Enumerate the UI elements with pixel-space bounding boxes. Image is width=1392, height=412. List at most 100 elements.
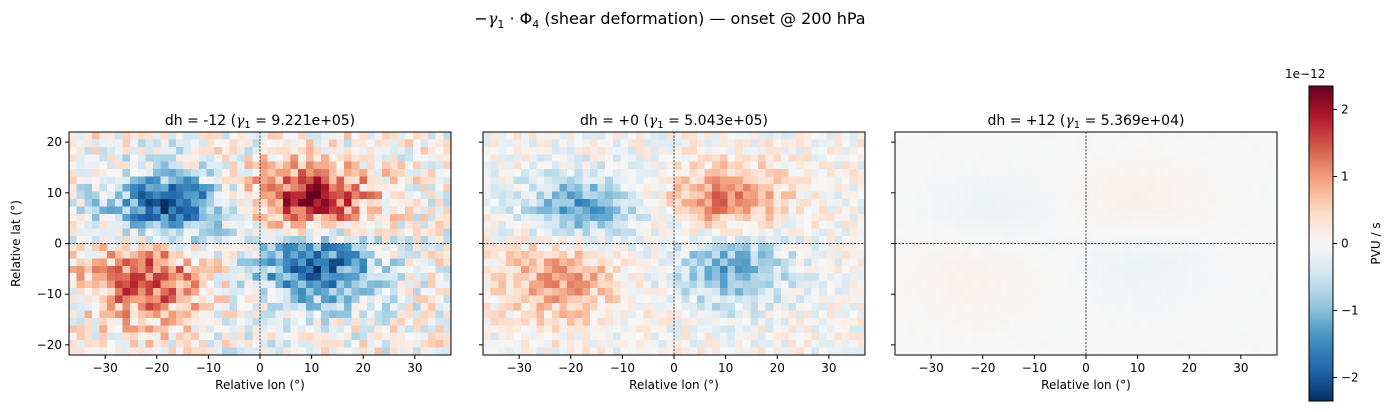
heatmap-cell — [895, 295, 904, 304]
heatmap-cell — [742, 236, 751, 245]
heatmap-cell — [773, 198, 782, 207]
heatmap-cell — [214, 273, 223, 282]
heatmap-cell — [635, 273, 645, 282]
heatmap-cell — [971, 213, 980, 222]
heatmap-cell — [160, 325, 169, 334]
heatmap-cell — [252, 154, 261, 163]
heatmap-cell — [902, 198, 911, 207]
heatmap-cell — [191, 250, 200, 259]
heatmap-cell — [666, 347, 675, 356]
heatmap-cell — [651, 236, 660, 245]
heatmap-cell — [1231, 139, 1240, 148]
heatmap-cell — [1063, 132, 1072, 141]
heatmap-cell — [107, 184, 116, 193]
heatmap-cell — [1238, 139, 1248, 148]
heatmap-cell — [1170, 243, 1179, 252]
heatmap-cell — [206, 213, 215, 222]
heatmap-cell — [819, 154, 828, 163]
heatmap-cell — [1269, 213, 1278, 222]
heatmap-cell — [366, 228, 376, 237]
heatmap-cell — [252, 243, 261, 252]
heatmap-cell — [1254, 310, 1263, 319]
heatmap-cell — [597, 317, 606, 326]
heatmap-cell — [750, 317, 759, 326]
heatmap-cell — [582, 146, 591, 155]
heatmap-cell — [275, 310, 284, 319]
heatmap-cell — [1017, 221, 1026, 230]
heatmap-cell — [1086, 236, 1095, 245]
heatmap-cell — [1086, 139, 1095, 148]
heatmap-cell — [559, 228, 568, 237]
heatmap-cell — [69, 206, 78, 215]
heatmap-cell — [834, 347, 843, 356]
heatmap-cell — [780, 317, 790, 326]
heatmap-cell — [612, 273, 622, 282]
heatmap-cell — [1147, 132, 1156, 141]
heatmap-cell — [658, 243, 667, 252]
heatmap-cell — [513, 280, 522, 289]
heatmap-cell — [1001, 191, 1011, 200]
heatmap-cell — [1139, 302, 1148, 311]
heatmap-cell — [76, 176, 85, 185]
heatmap-cell — [727, 169, 736, 178]
heatmap-cell — [130, 325, 139, 334]
heatmap-cell — [574, 317, 583, 326]
heatmap-cell — [1093, 206, 1102, 215]
heatmap-cell — [727, 250, 736, 259]
heatmap-cell — [91, 273, 101, 282]
heatmap-cell — [620, 161, 629, 170]
heatmap-cell — [1269, 236, 1278, 245]
heatmap-cell — [917, 169, 927, 178]
heatmap-cell — [328, 295, 337, 304]
heatmap-cell — [842, 340, 851, 349]
heatmap-cell — [956, 161, 965, 170]
heatmap-cell — [1254, 161, 1263, 170]
heatmap-cell — [933, 340, 942, 349]
heatmap-cell — [153, 213, 162, 222]
heatmap-cell — [374, 295, 383, 304]
heatmap-cell — [567, 258, 576, 267]
heatmap-cell — [643, 132, 652, 141]
heatmap-cell — [130, 288, 139, 297]
heatmap-cell — [796, 340, 805, 349]
heatmap-cell — [382, 213, 391, 222]
heatmap-cell — [696, 176, 706, 185]
colorbar-tick-label: −2 — [1341, 371, 1359, 385]
heatmap-cell — [229, 265, 238, 274]
heatmap-cell — [214, 288, 223, 297]
heatmap-cell — [1269, 169, 1278, 178]
heatmap-cell — [244, 288, 253, 297]
heatmap-cell — [1192, 258, 1202, 267]
heatmap-cell — [328, 250, 337, 259]
heatmap-cell — [643, 280, 652, 289]
x-tick-label: 30 — [407, 361, 422, 375]
heatmap-cell — [1185, 146, 1194, 155]
heatmap-cell — [351, 161, 360, 170]
heatmap-cell — [1017, 206, 1026, 215]
heatmap-cell — [336, 213, 345, 222]
heatmap-cell — [374, 176, 383, 185]
heatmap-cell — [366, 310, 376, 319]
heatmap-cell — [620, 139, 629, 148]
heatmap-cell — [214, 302, 223, 311]
heatmap-cell — [344, 340, 353, 349]
heatmap-cell — [137, 198, 146, 207]
heatmap-cell — [811, 250, 820, 259]
heatmap-cell — [834, 213, 843, 222]
heatmap-cell — [260, 295, 269, 304]
heatmap-cell — [803, 250, 813, 259]
heatmap-cell — [443, 347, 452, 356]
heatmap-cell — [397, 302, 406, 311]
heatmap-cell — [267, 250, 276, 259]
heatmap-cell — [1047, 332, 1057, 341]
heatmap-cell — [902, 132, 911, 141]
heatmap-cell — [559, 198, 568, 207]
heatmap-cell — [1009, 325, 1018, 334]
heatmap-cell — [986, 213, 995, 222]
colorbar-label: PVU / s — [1369, 222, 1383, 264]
heatmap-cell — [229, 191, 238, 200]
heatmap-cell — [168, 146, 177, 155]
heatmap-cell — [374, 191, 383, 200]
heatmap-cell — [696, 228, 706, 237]
heatmap-cell — [260, 265, 269, 274]
